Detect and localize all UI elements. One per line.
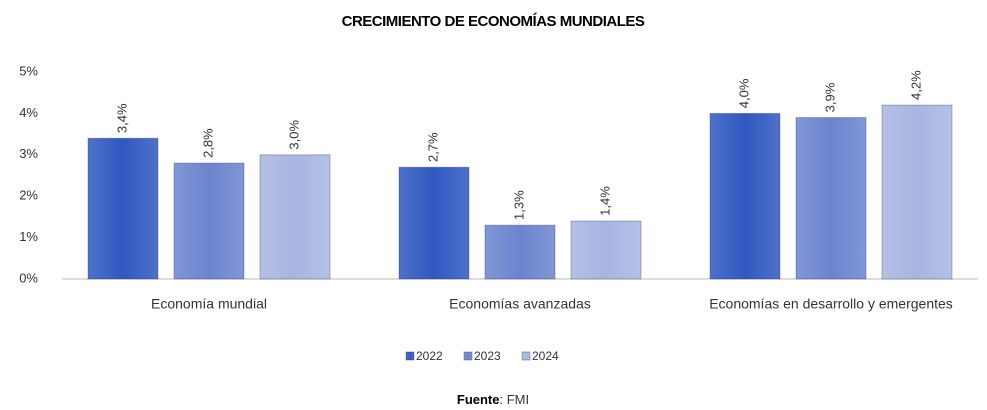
legend-swatch <box>521 351 531 361</box>
x-tick-label: Economías avanzadas <box>449 296 591 312</box>
bar <box>259 154 331 280</box>
source-text: : FMI <box>500 392 530 407</box>
value-label: 2,7% <box>425 132 440 162</box>
bar <box>709 112 781 280</box>
y-tick-label: 4% <box>19 105 38 120</box>
bar <box>398 166 470 280</box>
value-label: 4,2% <box>908 70 923 100</box>
source: Fuente: FMI <box>457 392 529 407</box>
value-label: 1,4% <box>597 186 612 216</box>
y-tick-label: 1% <box>19 229 38 244</box>
legend-swatch <box>405 351 415 361</box>
x-tick-label: Economías en desarrollo y emergentes <box>709 296 953 312</box>
bar <box>570 220 642 280</box>
y-tick-label: 5% <box>19 63 38 78</box>
chart-title: CRECIMIENTO DE ECONOMÍAS MUNDIALES <box>342 13 645 30</box>
legend-label: 2024 <box>532 349 559 363</box>
legend-label: 2022 <box>416 349 443 363</box>
value-label: 1,3% <box>511 190 526 220</box>
value-label: 3,0% <box>286 120 301 150</box>
y-tick-label: 2% <box>19 188 38 203</box>
value-label: 3,9% <box>822 82 837 112</box>
value-label: 3,4% <box>114 103 129 133</box>
source-label: Fuente <box>457 392 500 407</box>
bar <box>173 162 245 280</box>
value-label: 4,0% <box>736 78 751 108</box>
y-tick-label: 0% <box>19 270 38 285</box>
value-label: 2,8% <box>200 128 215 158</box>
x-tick-label: Economía mundial <box>151 296 267 312</box>
bar <box>795 117 867 280</box>
bar <box>484 224 556 280</box>
legend-label: 2023 <box>474 349 501 363</box>
legend-swatch <box>463 351 473 361</box>
bar <box>87 137 159 280</box>
y-tick-label: 3% <box>19 146 38 161</box>
bar <box>881 104 953 280</box>
